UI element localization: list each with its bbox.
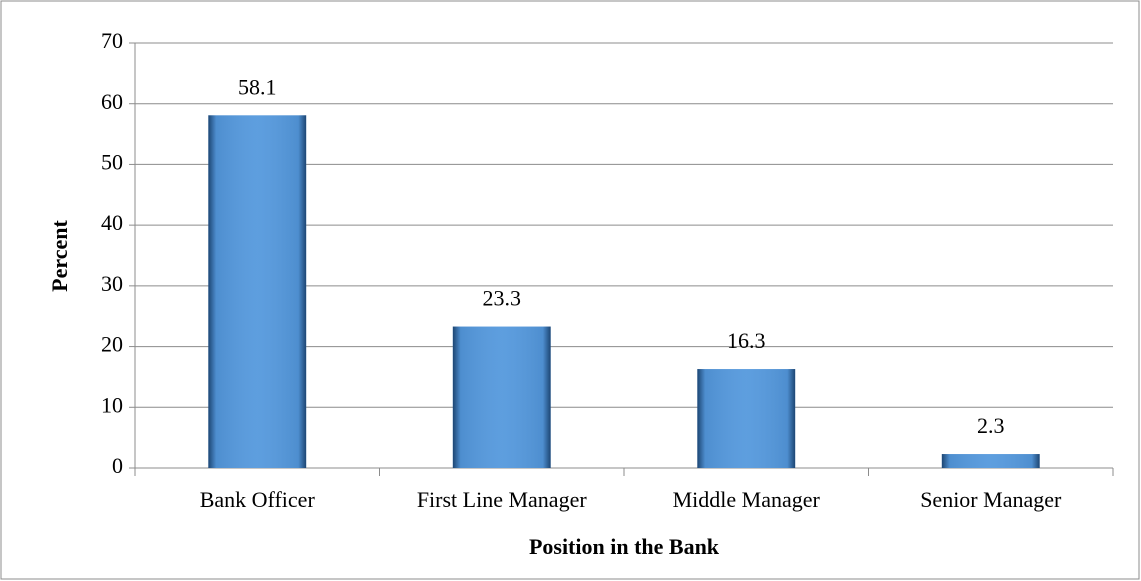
bar-shade	[208, 115, 307, 468]
x-axis-title: Position in the Bank	[529, 534, 720, 559]
y-axis-title: Percent	[47, 220, 72, 292]
bar-highlight	[452, 326, 551, 339]
y-tick-label: 0	[112, 453, 123, 478]
x-tick-label: Bank Officer	[200, 487, 316, 512]
bar-shade	[697, 369, 796, 468]
data-label: 2.3	[977, 413, 1005, 438]
data-label: 58.1	[238, 74, 277, 99]
bar-highlight	[697, 369, 796, 382]
y-tick-label: 50	[101, 149, 123, 174]
data-label: 23.3	[483, 286, 522, 311]
y-tick-label: 70	[101, 28, 123, 53]
y-tick-label: 40	[101, 210, 123, 235]
y-tick-label: 20	[101, 332, 123, 357]
x-tick-label: First Line Manager	[417, 487, 588, 512]
data-label: 16.3	[727, 328, 766, 353]
y-tick-label: 10	[101, 392, 123, 417]
x-tick-label: Middle Manager	[673, 487, 821, 512]
x-tick-label: Senior Manager	[920, 487, 1062, 512]
bar-highlight	[208, 115, 307, 128]
bar-shade	[452, 326, 551, 468]
y-tick-label: 30	[101, 271, 123, 296]
y-tick-label: 60	[101, 89, 123, 114]
bar-highlight	[941, 454, 1040, 467]
